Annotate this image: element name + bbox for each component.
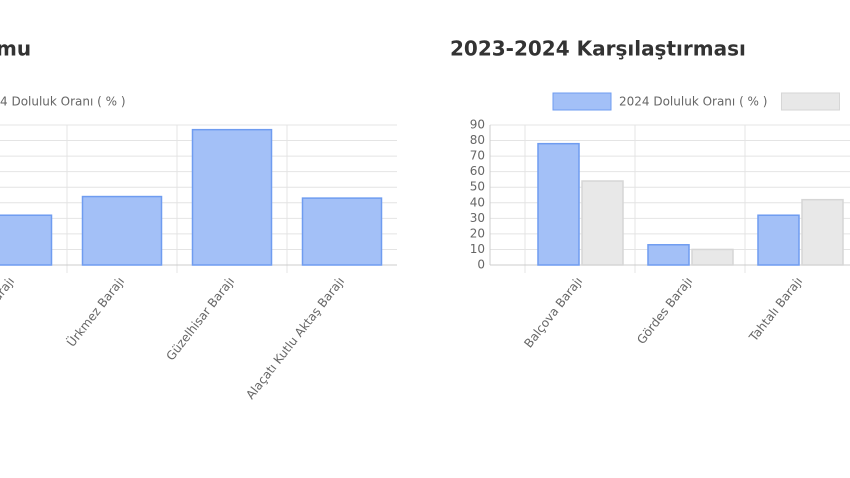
y-tick-label: 30 [470,211,485,225]
y-tick-label: 60 [470,164,485,178]
legend-swatch [552,92,612,111]
x-tick-label: Balçova Barajı [521,274,585,350]
bar [81,195,163,266]
legend-label: 4 Doluluk Oranı ( % ) [0,95,126,109]
bar [691,248,734,266]
bar [301,197,383,266]
x-tick-label: arajı [0,274,17,303]
bar [581,180,624,266]
x-tick-label: Güzelhisar Barajı [163,274,237,363]
bar [801,198,844,266]
legend-swatch [780,92,840,111]
y-tick-label: 20 [470,226,485,240]
y-tick-label: 10 [470,242,485,256]
y-tick-label: 0 [477,258,485,272]
bar [0,214,53,266]
y-tick-label: 90 [470,118,485,132]
chart-title: mu [0,37,31,61]
y-tick-label: 70 [470,149,485,163]
bar [537,142,580,266]
bar [757,214,800,266]
y-tick-label: 80 [470,133,485,147]
legend-label: 2024 Doluluk Oranı ( % ) [619,95,767,109]
chart-title: 2023-2024 Karşılaştırması [450,37,746,61]
y-tick-label: 40 [470,195,485,209]
y-tick-label: 50 [470,180,485,194]
x-tick-label: Tahtalı Barajı [746,274,805,344]
x-tick-label: Ürkmez Barajı [63,273,128,349]
x-tick-label: Alaçatı Kutlu Aktaş Barajı [243,274,347,402]
x-tick-label: Gördes Barajı [634,274,695,346]
bar [191,128,273,266]
bar [647,244,690,266]
